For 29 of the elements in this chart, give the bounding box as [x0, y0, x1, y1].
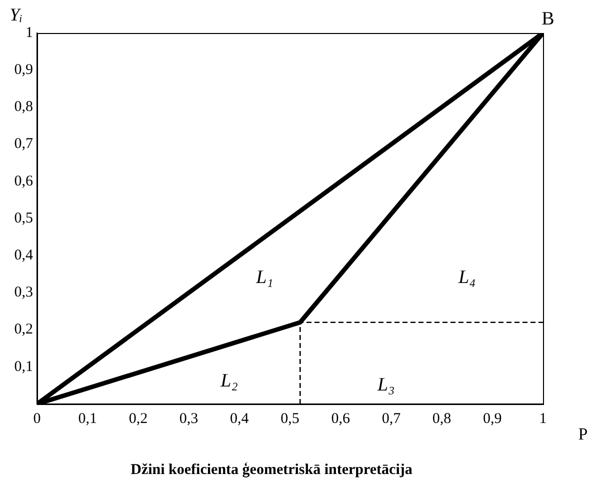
y-tick-label: 0,8: [14, 99, 33, 116]
x-axis-title: P: [578, 424, 588, 444]
annotation: L₁: [255, 266, 274, 288]
x-tick-label: 0,8: [432, 410, 452, 427]
y-tick-label: 0,1: [14, 358, 33, 375]
text: Džini koeficienta ģeometriskā interpretācija: [130, 462, 413, 478]
x-tick-label: 0,2: [128, 410, 148, 427]
y-tick-label: 0,4: [14, 248, 34, 264]
x-tick-label: 0,7: [382, 410, 402, 427]
y-axis-title: Yᵢ: [10, 4, 23, 25]
y-tick-label: 0,6: [14, 173, 34, 190]
y-tick-label: 0,3: [14, 284, 33, 301]
x-tick-label: 0: [33, 410, 41, 427]
y-tick-label: 1: [26, 24, 33, 41]
annotation: L₃: [376, 374, 395, 396]
x-tick-label: 0,6: [331, 410, 350, 427]
x-tick-label: 0,4: [230, 410, 250, 427]
annotation: B: [542, 8, 554, 30]
y-tick-label: 0,5: [14, 210, 33, 226]
x-tick-label: 1: [539, 410, 547, 427]
y-tick-label: 0,9: [14, 62, 33, 78]
annotation: L₂: [220, 370, 238, 392]
y-tick-label: 0,7: [14, 136, 34, 152]
annotation: L₄: [458, 266, 476, 288]
y-tick-label: 0,2: [14, 322, 33, 338]
x-tick-label: 0,3: [179, 410, 198, 427]
x-tick-label: 0,1: [78, 410, 97, 427]
x-tick-label: 0,5: [280, 410, 300, 427]
x-tick-label: 0,9: [483, 410, 502, 427]
